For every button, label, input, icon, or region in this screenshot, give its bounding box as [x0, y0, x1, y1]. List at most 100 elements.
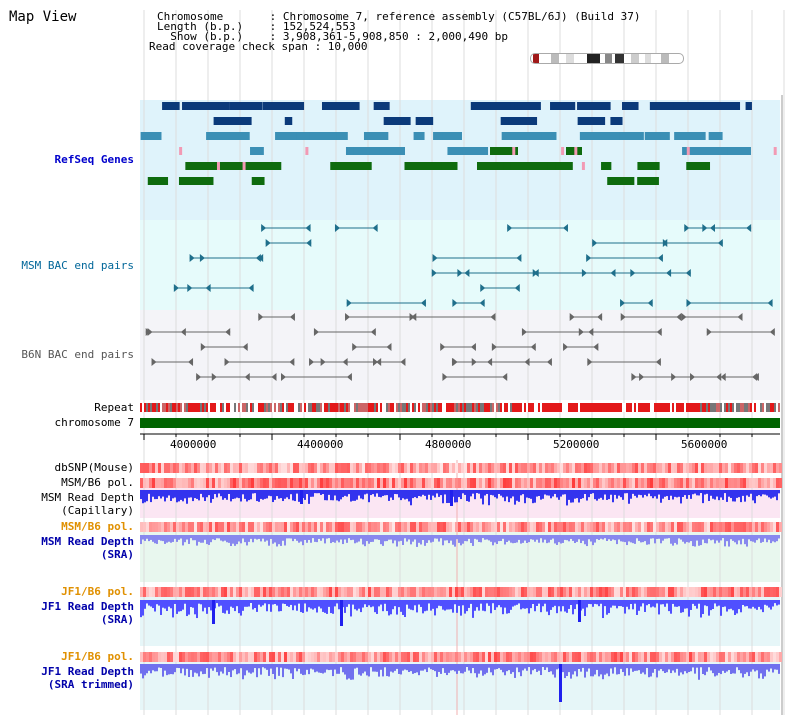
- depth-bar: [550, 535, 552, 540]
- heat-cell: [614, 652, 617, 662]
- depth-bar: [498, 490, 500, 494]
- heat-cell: [620, 587, 623, 597]
- depth-bar: [238, 600, 240, 614]
- depth-bar: [484, 535, 486, 540]
- heat-cell: [707, 478, 710, 488]
- heat-cell: [605, 522, 608, 532]
- heat-cell: [455, 463, 458, 473]
- depth-bar: [488, 535, 490, 541]
- depth-bar: [704, 600, 706, 606]
- depth-bar: [248, 490, 250, 501]
- depth-bar: [646, 664, 648, 668]
- depth-bar: [634, 664, 636, 671]
- depth-bar: [204, 664, 206, 674]
- depth-bar: [598, 490, 600, 499]
- depth-bar: [734, 490, 736, 502]
- depth-bar: [668, 535, 670, 539]
- heat-cell: [476, 652, 479, 662]
- heat-cell: [755, 522, 758, 532]
- depth-bar: [732, 600, 734, 611]
- repeat-segment: [678, 403, 680, 412]
- bac-end-marker: [306, 239, 312, 247]
- depth-bar: [306, 535, 308, 543]
- heat-cell: [440, 463, 443, 473]
- track-features[interactable]: [140, 102, 782, 702]
- heat-cell: [725, 522, 728, 532]
- heat-cell: [494, 652, 497, 662]
- depth-bar: [224, 600, 226, 614]
- bac-end-marker: [587, 358, 593, 366]
- repeat-segment: [586, 403, 588, 412]
- heat-cell: [671, 587, 674, 597]
- depth-bar: [268, 535, 270, 546]
- depth-bar: [286, 490, 288, 498]
- depth-bar: [154, 490, 156, 500]
- heat-cell: [578, 463, 581, 473]
- heat-cell: [341, 652, 344, 662]
- chromosome-ideogram[interactable]: [530, 53, 684, 64]
- depth-bar: [658, 664, 660, 671]
- depth-bar: [292, 535, 294, 542]
- heat-cell: [704, 478, 707, 488]
- heat-cell: [548, 652, 551, 662]
- depth-bar: [524, 664, 526, 669]
- depth-bar: [486, 535, 488, 540]
- depth-bar: [292, 600, 294, 611]
- repeat-segment: [712, 403, 714, 412]
- depth-bar: [160, 600, 162, 615]
- depth-bar: [692, 664, 694, 668]
- depth-bar: [360, 535, 362, 539]
- repeat-segment: [508, 403, 510, 412]
- bac-end-marker: [685, 269, 691, 277]
- heat-cell: [590, 463, 593, 473]
- heat-cell: [572, 463, 575, 473]
- heat-cell: [422, 522, 425, 532]
- ideogram-highlight: [533, 54, 539, 63]
- depth-bar: [158, 490, 160, 497]
- heat-cell: [542, 652, 545, 662]
- heat-cell: [704, 652, 707, 662]
- heat-cell: [587, 478, 590, 488]
- repeat-segment: [638, 403, 640, 412]
- depth-bar: [612, 600, 614, 606]
- heat-cell: [644, 522, 647, 532]
- heat-cell: [638, 522, 641, 532]
- heat-cell: [269, 463, 272, 473]
- repeat-segment: [228, 403, 230, 412]
- heat-cell: [473, 463, 476, 473]
- depth-bar: [266, 490, 268, 499]
- depth-bar: [744, 664, 746, 674]
- depth-bar: [400, 535, 402, 541]
- repeat-segment: [210, 403, 212, 412]
- depth-bar: [218, 535, 220, 539]
- heat-cell: [656, 652, 659, 662]
- b6n-bac-track-bg: [140, 310, 780, 400]
- heat-cell: [746, 478, 749, 488]
- repeat-segment: [428, 403, 430, 412]
- heat-cell: [425, 522, 428, 532]
- depth-bar: [652, 535, 654, 539]
- heat-cell: [227, 587, 230, 597]
- heat-cell: [359, 463, 362, 473]
- heat-cell: [296, 587, 299, 597]
- depth-bar: [284, 535, 286, 546]
- depth-bar: [424, 664, 426, 670]
- depth-bar: [156, 535, 158, 544]
- gene-block: [321, 102, 360, 110]
- depth-bar: [558, 535, 560, 543]
- depth-bar: [670, 535, 672, 544]
- gene-pink-block: [305, 147, 309, 155]
- depth-bar: [660, 490, 662, 503]
- bac-end-marker: [524, 358, 530, 366]
- heat-cell: [680, 463, 683, 473]
- depth-bar: [280, 490, 282, 499]
- depth-bar: [596, 535, 598, 540]
- heat-cell: [623, 463, 626, 473]
- heat-cell: [542, 463, 545, 473]
- depth-bar: [536, 535, 538, 540]
- heat-cell: [491, 652, 494, 662]
- heat-cell: [290, 463, 293, 473]
- heat-cell: [572, 652, 575, 662]
- repeat-segment: [714, 403, 716, 412]
